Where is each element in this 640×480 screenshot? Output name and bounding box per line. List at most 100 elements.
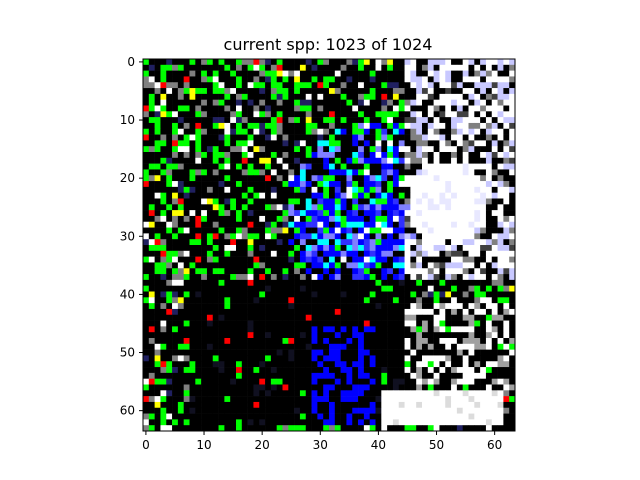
heatmap-pixel xyxy=(270,425,277,432)
heatmap-pixel xyxy=(445,227,452,234)
heatmap-pixel xyxy=(375,396,382,403)
heatmap-pixel xyxy=(143,163,150,170)
heatmap-pixel xyxy=(236,181,243,188)
heatmap-pixel xyxy=(427,239,434,246)
heatmap-pixel xyxy=(340,332,347,339)
heatmap-pixel xyxy=(503,256,510,263)
heatmap-pixel xyxy=(427,93,434,100)
heatmap-pixel xyxy=(422,349,429,356)
heatmap-pixel xyxy=(270,413,277,420)
heatmap-pixel xyxy=(485,413,493,420)
heatmap-pixel xyxy=(282,181,289,188)
heatmap-pixel xyxy=(416,134,423,141)
heatmap-pixel xyxy=(317,76,324,83)
heatmap-pixel xyxy=(265,250,272,257)
heatmap-pixel xyxy=(410,314,417,321)
heatmap-pixel xyxy=(497,146,504,153)
heatmap-pixel xyxy=(456,262,463,269)
heatmap-pixel xyxy=(212,390,219,397)
heatmap-pixel xyxy=(305,233,312,240)
heatmap-pixel xyxy=(416,396,423,403)
heatmap-pixel xyxy=(392,192,400,199)
heatmap-pixel xyxy=(445,76,452,83)
heatmap-pixel xyxy=(253,157,260,164)
heatmap-pixel xyxy=(387,59,394,66)
heatmap-pixel xyxy=(166,105,173,112)
heatmap-pixel xyxy=(456,279,463,286)
heatmap-pixel xyxy=(422,332,429,339)
heatmap-pixel xyxy=(166,390,173,397)
heatmap-pixel xyxy=(177,122,184,130)
heatmap-pixel xyxy=(259,105,266,112)
heatmap-pixel xyxy=(299,186,307,193)
heatmap-pixel xyxy=(166,285,173,292)
heatmap-pixel xyxy=(503,198,510,205)
heatmap-pixel xyxy=(445,192,452,199)
heatmap-pixel xyxy=(166,76,173,83)
heatmap-pixel xyxy=(416,198,423,205)
heatmap-pixel xyxy=(270,279,277,286)
heatmap-pixel xyxy=(195,122,202,130)
heatmap-pixel xyxy=(305,338,312,345)
heatmap-pixel xyxy=(148,204,155,211)
heatmap-pixel xyxy=(491,99,498,106)
heatmap-pixel xyxy=(451,59,458,66)
heatmap-pixel xyxy=(509,250,516,257)
heatmap-pixel xyxy=(497,134,504,141)
heatmap-pixel xyxy=(497,233,504,240)
heatmap-pixel xyxy=(474,134,481,141)
heatmap-pixel xyxy=(334,59,341,66)
heatmap-pixel xyxy=(416,221,423,228)
heatmap-pixel xyxy=(474,372,481,379)
heatmap-pixel xyxy=(398,210,405,217)
heatmap-pixel xyxy=(468,401,475,409)
heatmap-pixel xyxy=(410,367,417,374)
heatmap-pixel xyxy=(143,343,150,350)
heatmap-pixel xyxy=(241,186,248,193)
heatmap-pixel xyxy=(218,390,225,397)
heatmap-pixel xyxy=(288,262,295,269)
heatmap-pixel xyxy=(358,419,365,426)
heatmap-pixel xyxy=(445,157,452,164)
heatmap-pixel xyxy=(427,163,434,170)
heatmap-pixel xyxy=(329,99,336,106)
heatmap-pixel xyxy=(288,204,295,211)
heatmap-pixel xyxy=(143,210,150,217)
heatmap-pixel xyxy=(253,210,260,217)
heatmap-pixel xyxy=(154,111,161,118)
heatmap-pixel xyxy=(189,285,196,292)
heatmap-pixel xyxy=(480,390,487,397)
heatmap-pixel xyxy=(166,338,173,345)
heatmap-pixel xyxy=(334,140,341,147)
heatmap-pixel xyxy=(363,227,370,234)
heatmap-pixel xyxy=(201,122,208,130)
heatmap-pixel xyxy=(247,111,254,118)
heatmap-pixel xyxy=(172,134,179,141)
heatmap-pixel xyxy=(172,332,179,339)
heatmap-pixel xyxy=(212,384,219,391)
heatmap-pixel xyxy=(410,99,417,106)
heatmap-pixel xyxy=(236,291,243,298)
heatmap-pixel xyxy=(143,367,150,374)
heatmap-pixel xyxy=(212,93,219,100)
heatmap-pixel xyxy=(143,396,150,403)
heatmap-pixel xyxy=(236,146,243,153)
heatmap-pixel xyxy=(212,297,219,304)
heatmap-pixel xyxy=(160,384,167,391)
heatmap-pixel xyxy=(410,425,417,432)
heatmap-pixel xyxy=(201,425,208,432)
heatmap-pixel xyxy=(143,297,150,304)
heatmap-pixel xyxy=(143,285,150,292)
heatmap-pixel xyxy=(352,59,359,66)
heatmap-pixel xyxy=(381,390,388,397)
heatmap-pixel xyxy=(358,198,365,205)
heatmap-pixel xyxy=(427,233,434,240)
heatmap-pixel xyxy=(236,349,243,356)
heatmap-pixel xyxy=(468,338,475,345)
heatmap-pixel xyxy=(392,303,400,310)
heatmap-pixel xyxy=(416,105,423,112)
heatmap-pixel xyxy=(352,326,359,333)
heatmap-pixel xyxy=(299,181,307,188)
heatmap-pixel xyxy=(485,407,493,414)
heatmap-pixel xyxy=(206,76,214,83)
